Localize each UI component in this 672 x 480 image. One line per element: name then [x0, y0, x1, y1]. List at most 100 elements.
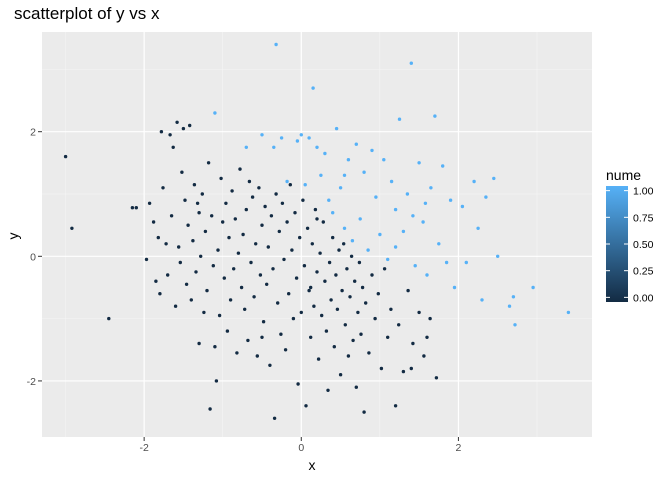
- data-point: [260, 223, 264, 227]
- data-point: [360, 285, 365, 290]
- data-point: [346, 354, 351, 358]
- data-point: [277, 229, 281, 234]
- chart-title: scatterplot of y vs x: [14, 4, 160, 23]
- data-point: [312, 304, 316, 308]
- data-point: [370, 148, 374, 153]
- data-point: [147, 201, 152, 205]
- data-point: [195, 201, 200, 205]
- data-point: [63, 154, 68, 159]
- data-point: [373, 316, 377, 321]
- data-point: [421, 220, 425, 224]
- color-legend: nume 1.00 0.75 0.50 0.25 0.00: [606, 167, 654, 304]
- data-point: [288, 183, 292, 187]
- data-point: [366, 248, 370, 252]
- data-point: [230, 189, 234, 193]
- y-tick-label: 0: [30, 251, 36, 263]
- data-point: [276, 301, 280, 305]
- data-point: [331, 235, 335, 240]
- data-point: [342, 173, 347, 177]
- data-point: [441, 164, 445, 168]
- data-point: [323, 279, 327, 283]
- data-point: [362, 410, 366, 414]
- x-tick-label: -2: [139, 442, 148, 454]
- data-point: [168, 133, 172, 137]
- data-point: [307, 288, 311, 293]
- data-point: [319, 173, 323, 177]
- data-point: [320, 313, 324, 318]
- data-point: [411, 341, 415, 346]
- data-point: [144, 257, 149, 262]
- data-point: [213, 345, 217, 349]
- data-point: [285, 179, 289, 184]
- data-point: [272, 145, 276, 149]
- data-point: [386, 335, 390, 339]
- data-point: [326, 388, 330, 392]
- data-point: [350, 239, 355, 243]
- data-point: [268, 363, 272, 367]
- data-point: [349, 254, 354, 258]
- data-point: [260, 335, 264, 339]
- data-point: [423, 201, 428, 205]
- data-point: [409, 61, 413, 65]
- data-point: [370, 273, 374, 277]
- data-point: [343, 323, 347, 327]
- data-point: [376, 292, 380, 296]
- data-point: [257, 186, 261, 190]
- data-point: [200, 192, 204, 196]
- data-point: [364, 301, 368, 305]
- data-point: [335, 307, 340, 311]
- data-point: [154, 279, 158, 283]
- data-point: [401, 369, 406, 374]
- data-point: [175, 120, 179, 125]
- data-point: [437, 242, 441, 246]
- legend-tick-label: 0.25: [633, 266, 654, 278]
- y-tick-label: -2: [27, 376, 36, 388]
- data-point: [232, 267, 236, 271]
- data-point: [358, 217, 362, 221]
- data-point: [382, 158, 386, 162]
- data-point: [378, 232, 382, 237]
- data-point: [318, 251, 322, 255]
- data-point: [255, 354, 259, 358]
- data-point: [164, 242, 168, 246]
- data-point: [444, 260, 449, 265]
- data-point: [181, 126, 186, 131]
- data-point: [236, 251, 241, 255]
- data-point: [417, 161, 421, 165]
- data-point: [217, 313, 222, 318]
- data-point: [307, 136, 311, 140]
- legend-tick-label: 0.00: [633, 292, 654, 304]
- data-point: [511, 295, 516, 299]
- data-point: [295, 139, 300, 143]
- data-point: [433, 114, 437, 118]
- data-point: [221, 220, 225, 224]
- data-point: [241, 232, 245, 237]
- data-point: [480, 298, 484, 302]
- data-point: [227, 235, 231, 240]
- data-point: [213, 111, 217, 115]
- data-point: [205, 288, 209, 293]
- gridlines: [42, 32, 592, 437]
- data-point: [246, 338, 250, 343]
- axis-ticks: -2 0 2 -2 0 2: [27, 127, 462, 454]
- data-point: [130, 206, 135, 210]
- data-point: [315, 145, 319, 149]
- data-point: [233, 217, 237, 221]
- data-point: [315, 217, 319, 221]
- data-point: [353, 279, 357, 283]
- data-point: [188, 123, 192, 128]
- y-tick-label: 2: [30, 127, 36, 139]
- data-point: [134, 206, 138, 210]
- data-point: [216, 248, 220, 252]
- data-point: [161, 186, 165, 190]
- data-point: [460, 204, 465, 209]
- data-point: [531, 285, 535, 290]
- data-point: [411, 214, 415, 218]
- data-point: [266, 245, 270, 249]
- legend-tick-label: 1.00: [633, 186, 654, 198]
- data-point: [351, 338, 355, 343]
- legend-tick-label: 0.50: [633, 239, 654, 251]
- data-point: [186, 223, 190, 227]
- data-point: [409, 366, 413, 371]
- data-point: [316, 357, 321, 361]
